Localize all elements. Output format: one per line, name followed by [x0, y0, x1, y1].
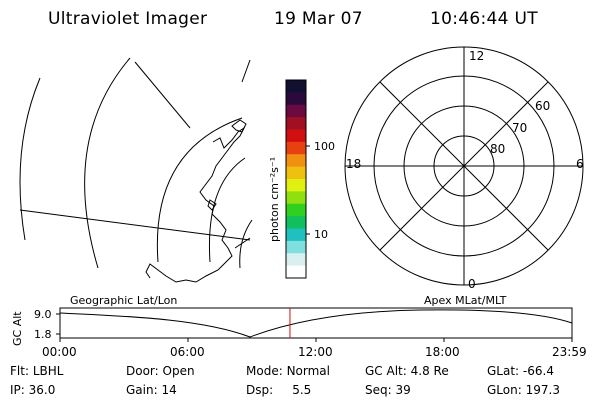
- lat-circle-outer: [19, 77, 41, 241]
- lat-circle-4: [208, 157, 246, 263]
- alt-ytick-low: 1.8: [34, 328, 52, 341]
- colorbar-cell: [286, 154, 306, 168]
- alt-xtick-1200: 12:00: [298, 345, 333, 359]
- apex-label: Apex MLat/MLT: [424, 294, 507, 307]
- lat-label-70: 70: [512, 121, 527, 135]
- info-glat: GLat: -66.4: [487, 364, 554, 378]
- info-dsp: Dsp: 5.5: [246, 383, 312, 397]
- colorbar-cell: [286, 104, 306, 118]
- geographic-label: Geographic Lat/Lon: [70, 294, 177, 307]
- colorbar-tick-100: 100: [314, 140, 335, 153]
- app-title: Ultraviolet Imager: [48, 9, 208, 29]
- colorbar-cell: [286, 129, 306, 143]
- colorbar-cell: [286, 141, 306, 155]
- lat-label-80: 80: [490, 142, 505, 156]
- colorbar-cell: [286, 216, 306, 229]
- alt-axis-title: GC Alt: [11, 311, 24, 346]
- alt-xtick-0600: 06:00: [170, 345, 205, 359]
- alt-xtick-2359: 23:59: [552, 345, 587, 359]
- colorbar-cell: [286, 228, 306, 242]
- colorbar-cell: [286, 92, 306, 106]
- date-readout: 19 Mar 07: [274, 9, 363, 29]
- colorbar-cell: [286, 80, 306, 93]
- colorbar-cell: [286, 166, 306, 180]
- coastline-island-2: [207, 199, 217, 211]
- alt-xtick-0000: 00:00: [42, 345, 77, 359]
- geographic-map: [19, 57, 253, 283]
- info-door: Door: Open: [126, 364, 195, 378]
- lat-circle-3: [156, 117, 243, 263]
- info-seq: Seq: 39: [365, 383, 411, 397]
- colorbar-cell: [286, 203, 306, 217]
- info-mode: Mode: Normal: [246, 364, 330, 378]
- altitude-plot: GC Alt 9.0 1.8: [11, 307, 573, 346]
- colorbar-cell: [286, 240, 306, 254]
- colorbar-cell: [286, 191, 306, 205]
- lat-circle-5: [239, 219, 253, 269]
- info-gc-alt: GC Alt: 4.8 Re: [365, 364, 449, 378]
- colorbar-cell: [286, 179, 306, 192]
- meridian-4: [234, 237, 251, 249]
- info-glon: GLon: 197.3: [487, 383, 560, 397]
- coastline-island: [231, 119, 247, 133]
- colorbar-cell: [286, 117, 306, 130]
- coastline: [145, 126, 246, 283]
- polar-grid: [344, 46, 584, 286]
- time-readout: 10:46:44 UT: [430, 9, 538, 29]
- colorbar-cell: [286, 265, 306, 279]
- lat-circle-2: [84, 57, 131, 269]
- alt-ytick-high: 9.0: [34, 308, 52, 321]
- colorbar-tick-10: 10: [314, 228, 328, 241]
- info-flt: Flt: LBHL: [10, 364, 64, 378]
- colorbar-unit-label: photon cm⁻²s⁻¹: [268, 157, 281, 242]
- meridian-1: [134, 61, 191, 129]
- meridian-2: [241, 59, 251, 83]
- mlt-label-6: 6: [576, 157, 584, 171]
- mlt-label-0: 0: [468, 277, 476, 291]
- altitude-curve: [59, 309, 573, 338]
- mlt-label-18: 18: [346, 157, 361, 171]
- meridian-3: [19, 209, 251, 241]
- info-gain: Gain: 14: [126, 383, 177, 397]
- alt-xtick-1800: 18:00: [425, 345, 460, 359]
- lat-label-60: 60: [535, 99, 550, 113]
- mlt-label-12: 12: [469, 49, 484, 63]
- colorbar: 100 10 photon cm⁻²s⁻¹: [268, 79, 335, 279]
- info-ip: IP: 36.0: [10, 383, 56, 397]
- colorbar-cell: [286, 253, 306, 267]
